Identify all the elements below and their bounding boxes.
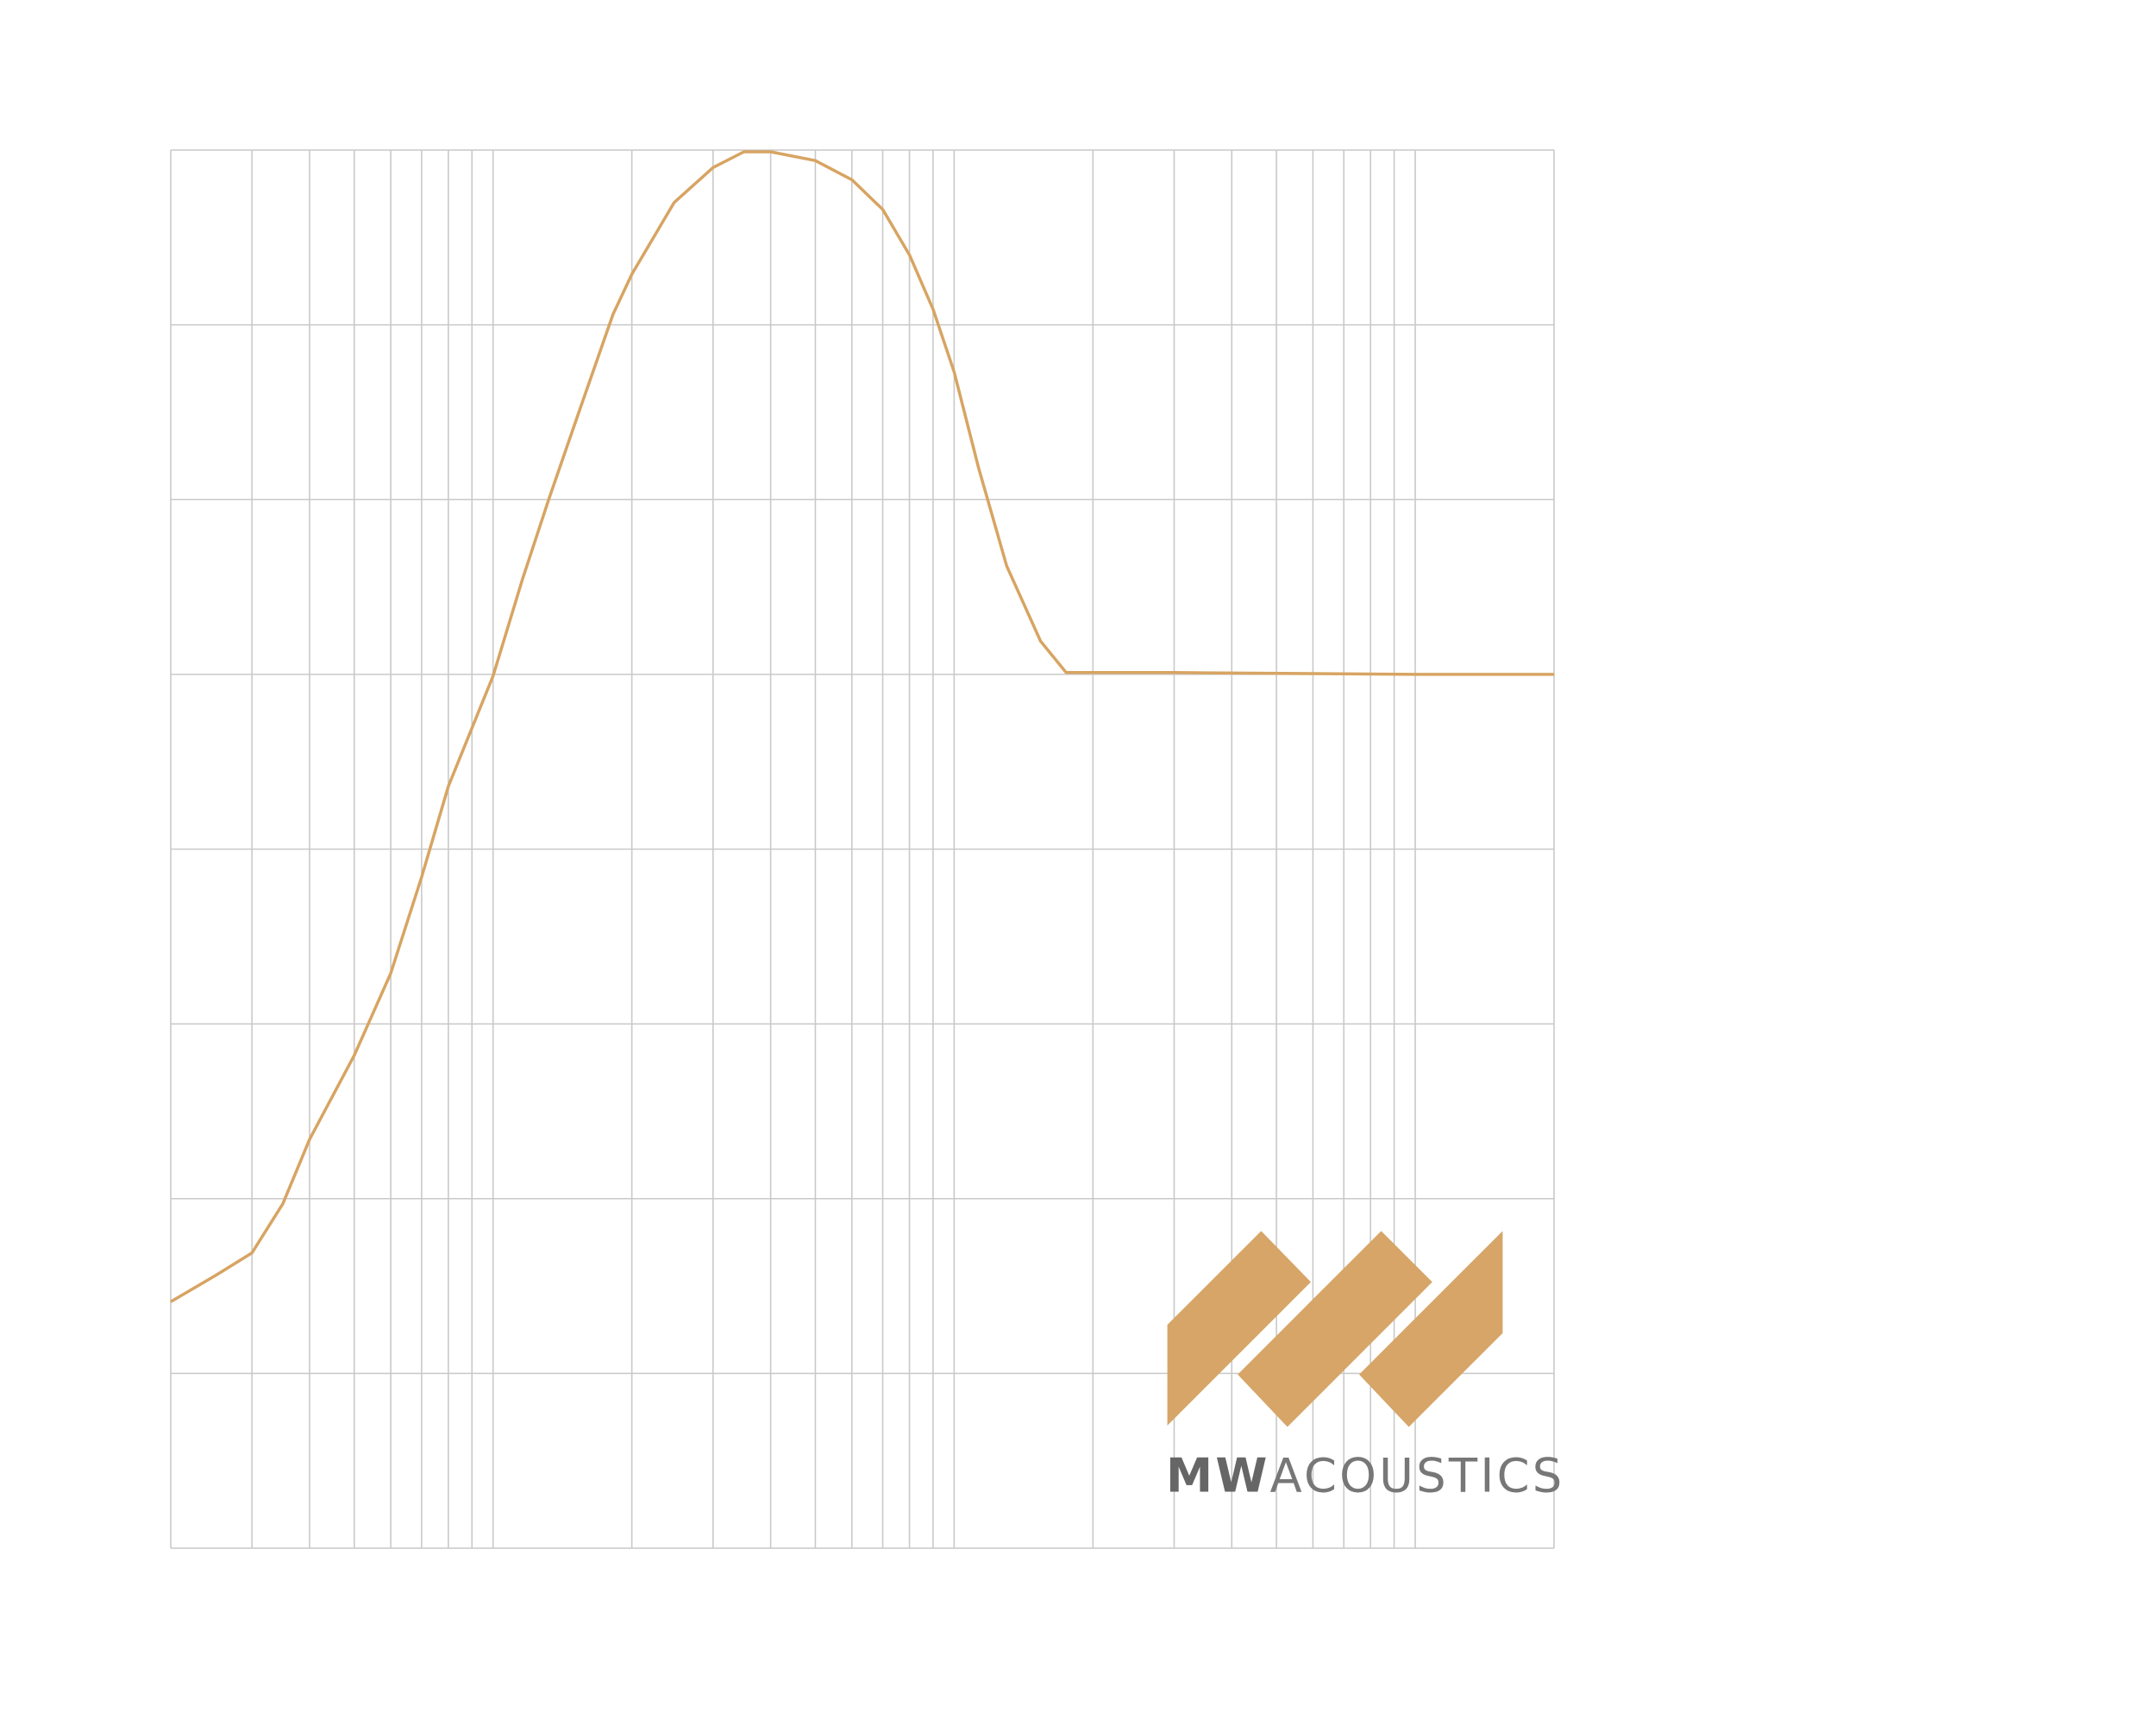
logo-shape (1359, 1231, 1503, 1427)
logo-shape (1167, 1231, 1311, 1426)
logo: MWACOUSTICS (1166, 1231, 1564, 1503)
logo-bold: MW (1166, 1449, 1270, 1503)
grid (170, 149, 1555, 1549)
plot (170, 150, 1554, 1303)
logo-text: MWACOUSTICS (1166, 1449, 1564, 1503)
logo-shape (1238, 1231, 1432, 1427)
logo-word: ACOUSTICS (1270, 1449, 1565, 1503)
line (170, 150, 1554, 1303)
